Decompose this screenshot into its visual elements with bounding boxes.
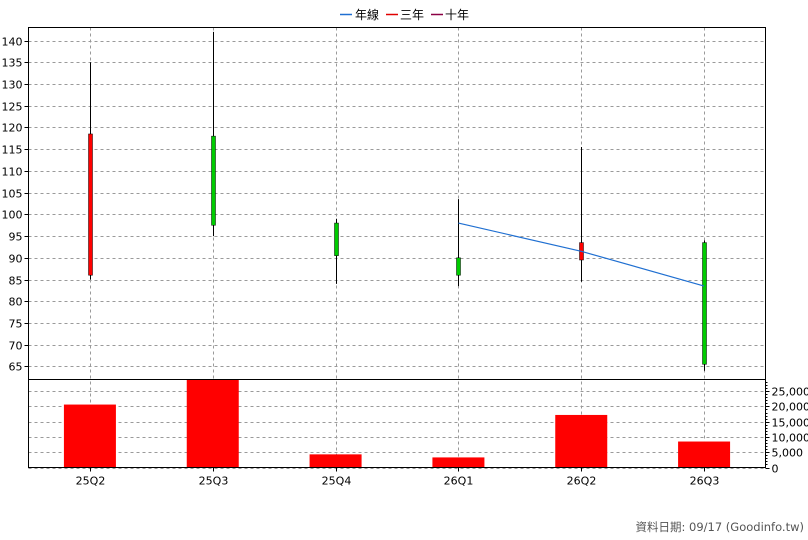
x-tick-label: 26Q3 (690, 475, 720, 488)
ma-lines (458, 222, 705, 287)
price-panel-frame (28, 27, 766, 380)
volume-bar (309, 454, 362, 468)
candles (88, 31, 707, 371)
price-tick-label: 75 (9, 318, 23, 331)
x-tick-label: 26Q1 (444, 475, 474, 488)
volume-bar (555, 414, 608, 468)
price-tick-label: 135 (2, 57, 23, 70)
candle-body (702, 242, 707, 365)
price-tick-label: 120 (2, 122, 23, 135)
price-tick-label: 70 (9, 340, 23, 353)
price-tick-label: 100 (2, 209, 23, 222)
volume-tick-label: 20,000 (772, 401, 808, 414)
volume-axis: 0 5,000 10,000 15,000 20,000 25,000 (765, 382, 808, 476)
x-axis: 25Q2 25Q3 25Q4 26Q1 26Q2 26Q3 (76, 467, 720, 488)
volume-bar (63, 404, 116, 468)
price-tick-label: 90 (9, 253, 23, 266)
x-tick-label: 25Q4 (322, 475, 352, 488)
x-tick-label: 25Q2 (76, 475, 106, 488)
legend-label-10y: 十年 (445, 8, 469, 22)
volume-tick-label: 0 (772, 463, 779, 476)
volume-tick-label: 5,000 (772, 447, 804, 460)
ma-line-annual (458, 222, 705, 287)
x-tick-label: 26Q2 (567, 475, 597, 488)
grid-layer (28, 27, 766, 469)
price-tick-label: 110 (2, 166, 23, 179)
volume-bar (678, 441, 731, 468)
price-tick-label: 115 (2, 144, 23, 157)
data-date-footer: 資料日期: 09/17 (Goodinfo.tw) (635, 520, 804, 534)
volume-panel-frame (28, 379, 766, 468)
volume-tick-label: 15,000 (772, 417, 808, 430)
price-tick-label: 85 (9, 275, 23, 288)
legend-label-ma: 年線 (355, 7, 379, 22)
price-tick-label: 130 (2, 79, 23, 92)
candle-body (334, 222, 339, 256)
candle-body (211, 135, 216, 226)
price-axis: 65 70 75 80 85 90 95 100 105 110 115 120 125 130 135 14… (2, 36, 29, 374)
volume-bars (63, 379, 731, 468)
candle-body (88, 133, 93, 276)
x-tick-label: 25Q3 (199, 475, 229, 488)
price-tick-label: 125 (2, 101, 23, 114)
price-tick-label: 140 (2, 36, 23, 49)
candle-body (456, 257, 461, 276)
volume-tick-label: 10,000 (772, 432, 808, 445)
legend: 年線 三年 十年 (340, 7, 469, 22)
volume-bar (186, 379, 239, 468)
legend-label-3y: 三年 (400, 8, 424, 22)
price-tick-label: 105 (2, 188, 23, 201)
volume-tick-label: 25,000 (772, 386, 808, 399)
volume-bar (432, 457, 485, 468)
price-tick-label: 95 (9, 231, 23, 244)
price-tick-label: 65 (9, 361, 23, 374)
price-tick-label: 80 (9, 296, 23, 309)
